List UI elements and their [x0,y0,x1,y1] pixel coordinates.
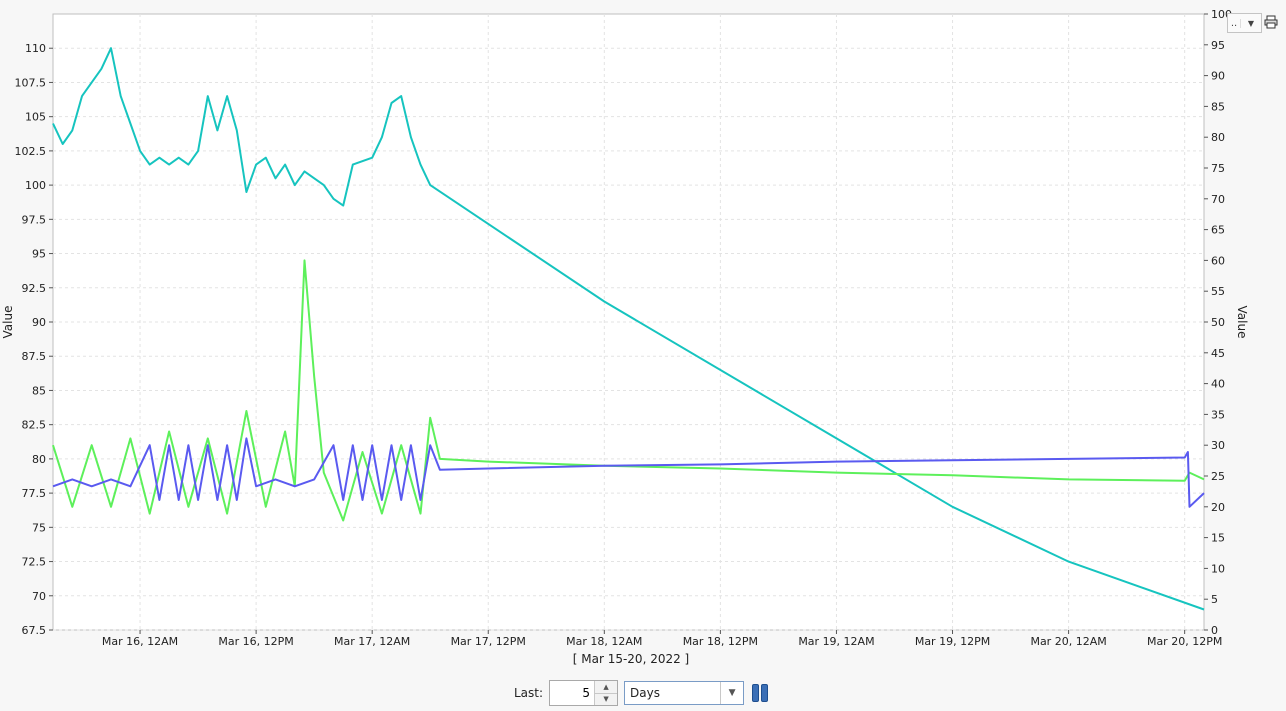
pause-icon [752,684,760,702]
series-layer [52,47,1205,611]
left-tick-label: 75 [32,521,46,534]
left-tick-label: 107.5 [15,76,47,89]
series-line-1 [52,47,1205,611]
chart-options-dropdown[interactable]: .. ▼ [1227,13,1262,33]
left-tick-label: 105 [25,111,46,124]
right-tick-label: 0 [1211,624,1218,637]
left-tick-label: 77.5 [22,487,47,500]
left-tick-label: 110 [25,42,46,55]
left-tick-label: 97.5 [22,213,47,226]
right-tick-label: 75 [1211,162,1225,175]
stepper-down-icon[interactable]: ▼ [595,692,618,705]
plot-area [52,13,1205,631]
x-tick-label: Mar 18, 12AM [566,635,642,648]
right-tick-label: 85 [1211,100,1225,113]
left-tick-label: 82.5 [22,419,47,432]
right-tick-label: 5 [1211,593,1218,606]
x-tick-label: Mar 17, 12PM [451,635,526,648]
right-tick-label: 20 [1211,501,1225,514]
x-tick-label: Mar 16, 12PM [218,635,293,648]
right-tick-label: 100 [1211,8,1232,21]
right-tick-label: 65 [1211,224,1225,237]
left-tick-label: 67.5 [22,624,47,637]
right-tick-label: 55 [1211,285,1225,298]
stepper-buttons: ▲ ▼ [594,681,618,705]
x-tick-label: Mar 19, 12PM [915,635,990,648]
right-tick-label: 95 [1211,39,1225,52]
right-tick-label: 40 [1211,378,1225,391]
right-tick-label: 30 [1211,439,1225,452]
stepper-up-icon[interactable]: ▲ [595,681,618,693]
right-tick-label: 90 [1211,70,1225,83]
x-tick-label: Mar 19, 12AM [798,635,874,648]
unit-select-value: Days [630,686,660,700]
right-tick-label: 10 [1211,562,1225,575]
left-tick-label: 100 [25,179,46,192]
left-axis-ticks: 67.5 70 72.5 75 77.5 80 82.5 85 87.5 90 92.5 95 97.5… [15,42,53,637]
x-axis-ticks: Mar 16, 12AM Mar 16, 12PM Mar 17, 12AM Mar … [102,630,1222,648]
x-tick-label: Mar 18, 12PM [683,635,758,648]
left-tick-label: 80 [32,453,46,466]
series-line-3 [52,437,1205,508]
x-tick-label: Mar 17, 12AM [334,635,410,648]
left-tick-label: 85 [32,384,46,397]
left-tick-label: 95 [32,248,46,261]
last-value-input[interactable] [550,681,595,705]
chart: 67.5 70 72.5 75 77.5 80 82.5 85 87.5 90 92.5 95 97.5… [1,8,1249,648]
left-tick-label: 70 [32,590,46,603]
unit-select[interactable]: Days ▼ [624,681,745,705]
left-tick-label: 102.5 [15,145,47,158]
right-tick-label: 25 [1211,470,1225,483]
right-tick-label: 15 [1211,532,1225,545]
right-tick-label: 45 [1211,347,1225,360]
right-tick-label: 80 [1211,131,1225,144]
chevron-down-icon: ▼ [1240,18,1261,28]
right-tick-label: 35 [1211,408,1225,421]
right-axis-ticks: 0 5 10 15 20 25 30 35 40 45 50 55 60 65 70 75 80 85 90 95 10… [1204,8,1232,637]
dropdown-dots: .. [1230,17,1238,29]
left-tick-label: 90 [32,316,46,329]
right-axis-label: Value [1235,306,1249,339]
range-controls: Last: ▲ ▼ Days ▼ [514,680,769,706]
left-tick-label: 72.5 [22,556,47,569]
left-tick-label: 87.5 [22,350,47,363]
chevron-down-icon: ▼ [720,682,743,704]
left-tick-label: 92.5 [22,282,47,295]
right-tick-label: 60 [1211,254,1225,267]
x-axis-label: [ Mar 15-20, 2022 ] [572,652,690,666]
x-tick-label: Mar 20, 12AM [1030,635,1106,648]
last-label: Last: [514,686,544,700]
last-value-stepper: ▲ ▼ [549,680,619,706]
right-tick-label: 70 [1211,193,1225,206]
pause-button[interactable] [752,684,769,702]
left-axis-label: Value [1,306,15,339]
x-tick-label: Mar 20, 12PM [1147,635,1222,648]
x-tick-label: Mar 16, 12AM [102,635,178,648]
right-tick-label: 50 [1211,316,1225,329]
pause-icon [761,684,769,702]
grid [53,14,1204,631]
print-icon[interactable] [1264,15,1278,29]
